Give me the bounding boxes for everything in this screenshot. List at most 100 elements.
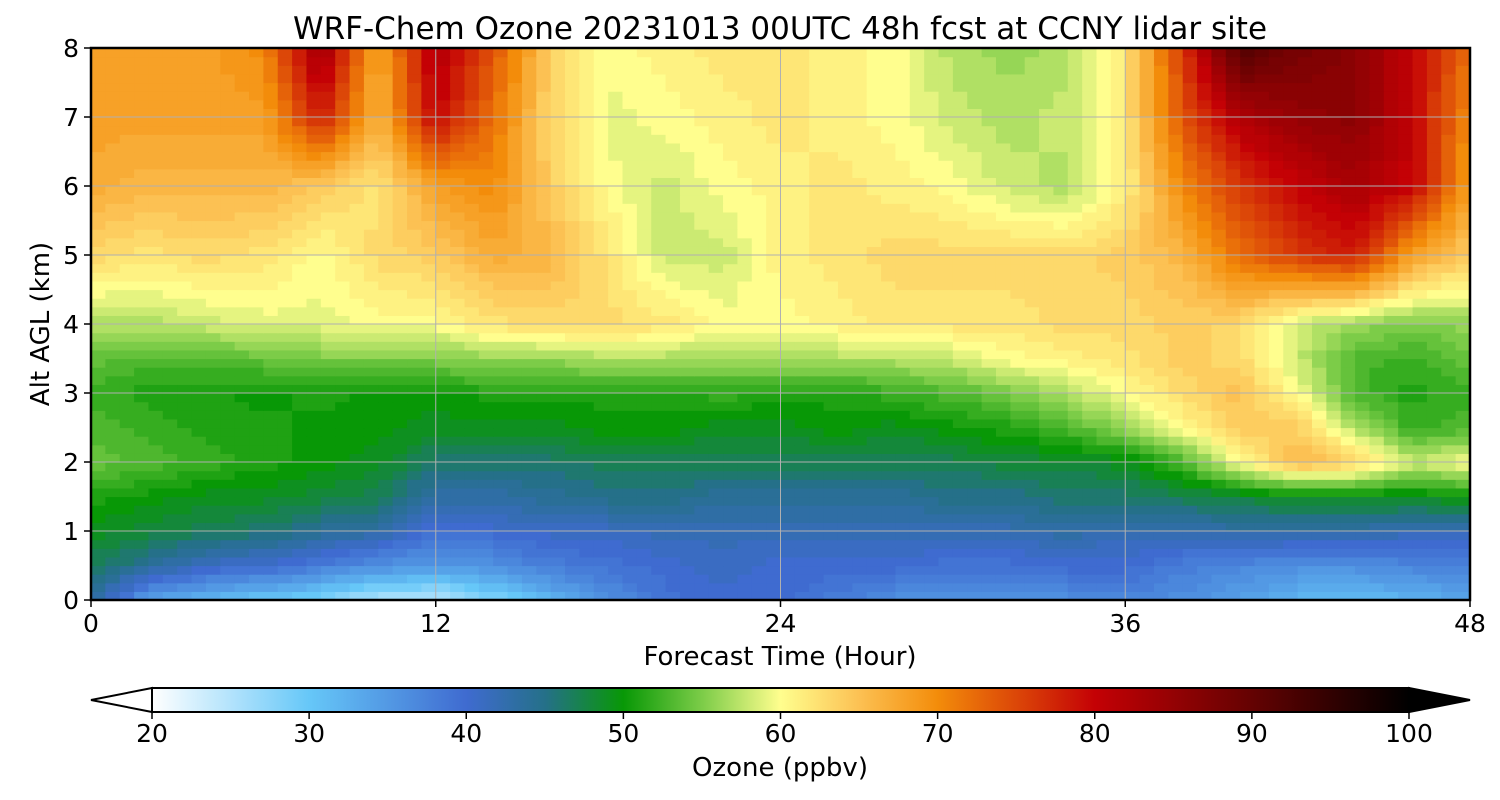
heatmap-cell <box>780 496 796 506</box>
heatmap-cell <box>1082 393 1098 403</box>
heatmap-cell <box>205 427 221 437</box>
heatmap-cell <box>608 272 624 282</box>
heatmap-cell <box>694 332 710 342</box>
heatmap-cell <box>636 332 652 342</box>
heatmap-cell <box>1441 410 1457 420</box>
heatmap-cell <box>1326 496 1342 506</box>
heatmap-cell <box>134 263 150 273</box>
heatmap-cell <box>435 151 451 161</box>
heatmap-cell <box>392 565 408 575</box>
heatmap-cell <box>507 444 523 454</box>
heatmap-cell <box>995 531 1011 541</box>
heatmap-cell <box>1326 531 1342 541</box>
heatmap-cell <box>952 306 968 316</box>
heatmap-cell <box>924 211 940 222</box>
heatmap-cell <box>363 168 379 178</box>
heatmap-cell <box>737 358 753 368</box>
heatmap-cell <box>335 289 351 299</box>
heatmap-cell <box>938 194 954 204</box>
heatmap-cell <box>1268 591 1284 600</box>
heatmap-cell <box>981 306 997 316</box>
heatmap-cell <box>895 591 911 600</box>
heatmap-cell <box>306 565 322 575</box>
heatmap-cell <box>1340 246 1356 256</box>
heatmap-cell <box>1340 539 1356 549</box>
heatmap-cell <box>263 410 279 420</box>
heatmap-cell <box>636 203 652 213</box>
heatmap-cell <box>565 246 580 256</box>
heatmap-cell <box>1168 246 1184 256</box>
heatmap-cell <box>1311 211 1327 222</box>
heatmap-cell <box>895 280 911 291</box>
heatmap-cell <box>1110 272 1126 282</box>
heatmap-cell <box>981 591 997 600</box>
heatmap-cell <box>263 272 279 282</box>
heatmap-cell <box>780 565 796 575</box>
heatmap-cell <box>938 591 954 600</box>
heatmap-cell <box>306 574 322 584</box>
heatmap-cell <box>191 513 207 523</box>
heatmap-cell <box>1024 574 1040 584</box>
heatmap-cell <box>493 255 509 265</box>
heatmap-cell <box>162 255 178 265</box>
heatmap-cell <box>1182 401 1198 411</box>
heatmap-cell <box>191 211 207 222</box>
heatmap-cell <box>952 324 968 334</box>
heatmap-cell <box>1024 289 1040 299</box>
heatmap-cell <box>277 324 293 334</box>
heatmap-cell <box>1053 263 1069 273</box>
heatmap-cell <box>277 427 293 437</box>
heatmap-cell <box>780 453 796 463</box>
heatmap-cell <box>780 194 796 204</box>
heatmap-cell <box>407 453 422 463</box>
heatmap-cell <box>1110 289 1126 299</box>
heatmap-cell <box>1053 194 1069 204</box>
heatmap-cell <box>521 255 537 265</box>
heatmap-cell <box>723 160 738 170</box>
heatmap-cell <box>1153 194 1169 204</box>
heatmap-cell <box>766 565 782 575</box>
heatmap-cell <box>823 582 839 592</box>
heatmap-cell <box>1340 591 1356 600</box>
heatmap-cell <box>177 324 193 334</box>
heatmap-cell <box>1340 393 1356 403</box>
heatmap-cell <box>1369 211 1385 222</box>
heatmap-cell <box>723 505 738 515</box>
heatmap-cell <box>263 332 279 342</box>
heatmap-cell <box>234 203 250 213</box>
heatmap-cell <box>737 418 753 429</box>
heatmap-cell <box>981 427 997 437</box>
heatmap-cell <box>924 160 940 170</box>
heatmap-cell <box>665 177 681 187</box>
heatmap-cell <box>995 401 1011 411</box>
heatmap-cell <box>191 496 207 506</box>
heatmap-cell <box>1197 401 1213 411</box>
heatmap-cell <box>119 255 135 265</box>
heatmap-cell <box>1125 151 1141 161</box>
heatmap-cell <box>1369 280 1385 291</box>
heatmap-cell <box>1441 470 1457 480</box>
heatmap-cell <box>995 522 1011 532</box>
heatmap-cell <box>1053 470 1069 480</box>
heatmap-cell <box>1283 298 1299 308</box>
heatmap-cell <box>550 574 566 584</box>
heatmap-cell <box>1240 220 1256 230</box>
heatmap-cell <box>536 453 552 463</box>
heatmap-cell <box>320 462 336 472</box>
heatmap-cell <box>938 479 954 489</box>
heatmap-cell <box>1082 324 1098 334</box>
heatmap-cell <box>378 591 394 600</box>
heatmap-cell <box>1125 211 1141 222</box>
heatmap-cell <box>593 229 609 239</box>
heatmap-cell <box>1082 582 1098 592</box>
heatmap-cell <box>1039 332 1055 342</box>
heatmap-cell <box>766 229 782 239</box>
heatmap-cell <box>1369 556 1385 567</box>
heatmap-cell <box>536 203 552 213</box>
heatmap-cell <box>866 453 882 463</box>
heatmap-cell <box>651 160 667 170</box>
heatmap-cell <box>1096 487 1112 498</box>
heatmap-cell <box>622 349 638 360</box>
heatmap-cell <box>1326 582 1342 592</box>
heatmap-cell <box>292 324 308 334</box>
